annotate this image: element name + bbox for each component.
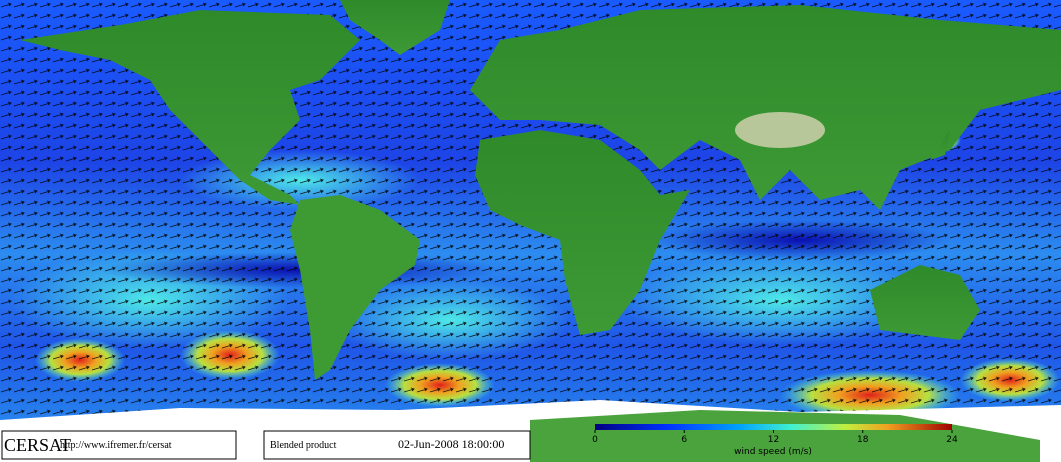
colorbar-tick-label: 12 bbox=[768, 435, 779, 445]
colorbar-tick-label: 6 bbox=[681, 435, 687, 445]
japan bbox=[930, 130, 950, 160]
continents bbox=[20, 0, 1061, 380]
tibet bbox=[735, 112, 825, 148]
colorbar-tick-label: 24 bbox=[946, 435, 958, 445]
north-america bbox=[20, 10, 360, 205]
colorbar-label: wind speed (m/s) bbox=[734, 447, 812, 457]
logo: CERSAT bbox=[4, 435, 71, 455]
info-box bbox=[263, 430, 531, 460]
footer: CERSAT http://www.ifremer.fr/cersat Blen… bbox=[1, 430, 531, 460]
product: Blended product bbox=[270, 440, 337, 451]
timestamp: 02-Jun-2008 18:00:00 bbox=[398, 437, 504, 451]
colorbar-tick-label: 0 bbox=[592, 435, 598, 445]
logo-box bbox=[1, 430, 237, 460]
africa bbox=[475, 130, 690, 335]
australia bbox=[870, 265, 980, 340]
greenland bbox=[340, 0, 450, 55]
colorbar: wind speed (m/s) 0 6 12 18 24 bbox=[592, 424, 958, 457]
antarctic-terrain bbox=[530, 410, 1040, 462]
url: http://www.ifremer.fr/cersat bbox=[60, 440, 172, 451]
colorbar-ramp bbox=[595, 424, 952, 430]
eurasia bbox=[470, 5, 1061, 210]
south-america bbox=[290, 195, 420, 380]
colorbar-tick-label: 18 bbox=[857, 435, 869, 445]
